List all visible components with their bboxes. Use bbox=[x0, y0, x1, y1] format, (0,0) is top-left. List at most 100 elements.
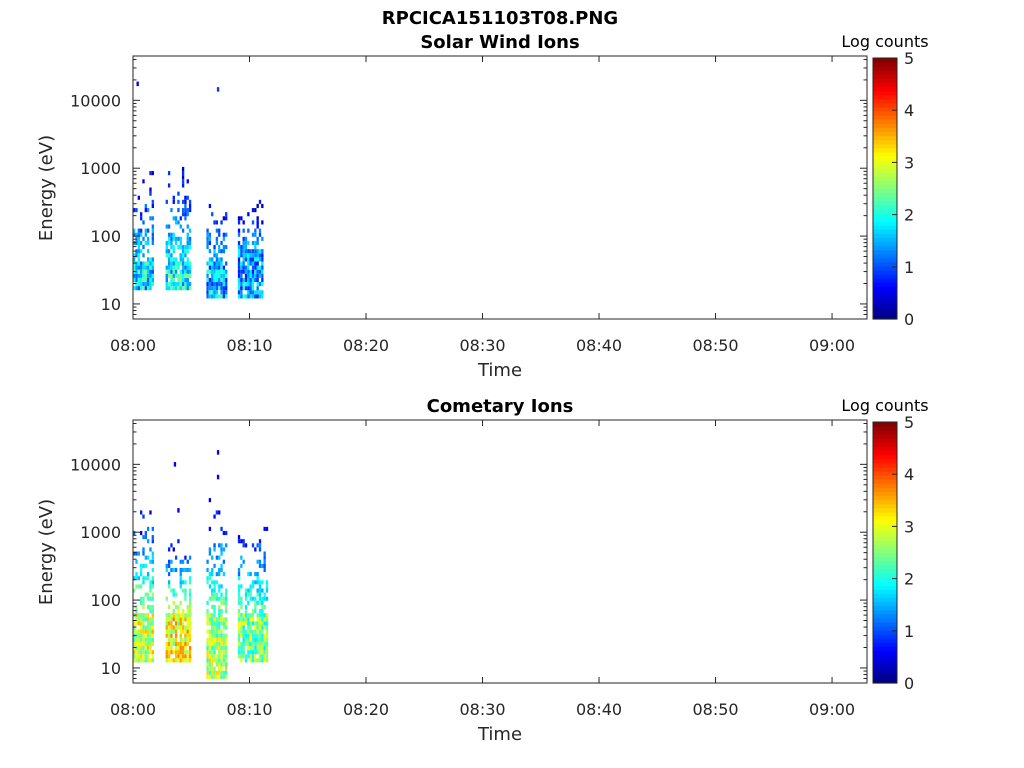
spectrogram-cell bbox=[165, 199, 168, 204]
spectrogram-cell bbox=[146, 646, 150, 651]
spectrogram-cell bbox=[251, 658, 255, 663]
spectrogram-cell bbox=[261, 257, 264, 262]
spectrogram-cell bbox=[151, 584, 154, 589]
spectrogram-cell bbox=[144, 208, 147, 213]
spectrogram-cell bbox=[256, 572, 259, 577]
spectrogram-cell bbox=[213, 286, 216, 291]
spectrogram-cell bbox=[151, 576, 154, 581]
spectrogram-cell bbox=[177, 613, 180, 618]
spectrogram-cell bbox=[251, 646, 255, 651]
spectrogram-cell bbox=[135, 641, 138, 647]
spectrogram-cell bbox=[247, 588, 250, 593]
spectrogram-cell bbox=[184, 245, 187, 250]
spectrogram-cell bbox=[188, 282, 192, 287]
spectrogram-cell bbox=[261, 596, 264, 601]
spectrogram-cell bbox=[247, 625, 250, 630]
spectrogram-cell bbox=[177, 282, 180, 287]
spectrogram-cell bbox=[177, 191, 180, 196]
spectrogram-cell bbox=[215, 658, 219, 663]
spectrogram-cell bbox=[206, 567, 209, 573]
spectrogram-cell bbox=[258, 228, 262, 233]
spectrogram-cell bbox=[249, 613, 252, 618]
spectrogram-cell bbox=[151, 609, 154, 614]
spectrogram-cell bbox=[249, 282, 252, 287]
spectrogram-cell bbox=[184, 261, 187, 266]
spectrogram-cell bbox=[139, 261, 143, 266]
spectrogram-cell bbox=[186, 179, 189, 184]
spectrogram-cell bbox=[222, 654, 226, 659]
spectrogram-cell bbox=[213, 650, 216, 655]
spectrogram-cell bbox=[206, 232, 209, 237]
spectrogram-cell bbox=[181, 580, 185, 585]
spectrogram-cell bbox=[135, 654, 138, 659]
spectrogram-cell bbox=[181, 282, 185, 287]
spectrogram-cell bbox=[149, 637, 152, 642]
spectrogram-cell bbox=[215, 646, 219, 651]
spectrogram-cell bbox=[188, 600, 192, 605]
spectrogram-cell bbox=[174, 261, 178, 266]
spectrogram-cell bbox=[186, 195, 189, 200]
spectrogram-cell bbox=[258, 600, 262, 605]
spectrogram-cell bbox=[261, 646, 264, 651]
spectrogram-cell bbox=[170, 236, 173, 241]
spectrogram-cell bbox=[135, 253, 138, 258]
spectrogram-cell bbox=[208, 670, 212, 675]
spectrogram-cell bbox=[177, 261, 180, 266]
spectrogram-cell bbox=[213, 580, 216, 585]
spectrogram-cell bbox=[167, 641, 171, 647]
spectrogram-cell bbox=[242, 253, 245, 258]
spectrogram-cell bbox=[184, 596, 187, 601]
spectrogram-cell bbox=[139, 273, 143, 278]
spectrogram-cell bbox=[220, 666, 223, 671]
colorbar-step bbox=[873, 572, 897, 578]
spectrogram-cell bbox=[247, 629, 250, 634]
spectrogram-cell bbox=[225, 212, 228, 217]
spectrogram-cell bbox=[151, 199, 154, 204]
spectrogram-cell bbox=[254, 290, 257, 295]
spectrogram-cell bbox=[218, 596, 221, 601]
colorbar-step bbox=[873, 147, 897, 153]
spectrogram-cell bbox=[167, 249, 171, 254]
spectrogram-cell bbox=[137, 654, 140, 659]
spectrogram-cell bbox=[249, 273, 252, 278]
colorbar-label: Log counts bbox=[841, 32, 928, 51]
colorbar-step bbox=[873, 593, 897, 598]
spectrogram-cell bbox=[242, 228, 245, 233]
spectrogram-cell bbox=[181, 588, 185, 593]
x-tick-label: 09:00 bbox=[809, 336, 855, 355]
spectrogram-cell bbox=[137, 286, 140, 291]
spectrogram-cell bbox=[215, 580, 219, 585]
colorbar-step bbox=[873, 658, 897, 664]
spectrogram-cell bbox=[220, 621, 223, 626]
spectrogram-cell bbox=[137, 658, 140, 663]
spectrogram-cell bbox=[244, 543, 248, 548]
spectrogram-cell bbox=[211, 596, 214, 601]
spectrogram-cell bbox=[218, 543, 221, 548]
spectrogram-cell bbox=[247, 282, 250, 287]
spectrogram-cell bbox=[184, 637, 187, 642]
colorbar-step bbox=[873, 188, 897, 194]
spectrogram-cell bbox=[186, 650, 189, 655]
spectrogram-cell bbox=[170, 641, 173, 647]
spectrogram-cell bbox=[244, 604, 248, 610]
spectrogram-cell bbox=[256, 613, 259, 618]
spectrogram-cell bbox=[174, 236, 178, 241]
spectrogram-cell bbox=[146, 265, 150, 270]
spectrogram-cell bbox=[135, 621, 138, 626]
spectrogram-cell bbox=[265, 617, 269, 622]
spectrogram-cell bbox=[167, 265, 171, 270]
spectrogram-cell bbox=[220, 613, 223, 618]
spectrogram-cell bbox=[256, 646, 259, 651]
spectrogram-cell bbox=[247, 228, 250, 233]
spectrogram-cell bbox=[237, 282, 241, 287]
spectrogram-cell bbox=[144, 592, 147, 597]
spectrogram-cell bbox=[184, 588, 187, 593]
spectrogram-cell bbox=[179, 236, 182, 241]
spectrogram-cell bbox=[188, 654, 192, 659]
spectrogram-cell bbox=[172, 658, 175, 663]
spectrogram-cell bbox=[184, 208, 187, 213]
spectrogram-cell bbox=[218, 609, 221, 614]
spectrogram-cell bbox=[251, 596, 255, 601]
spectrogram-cell bbox=[142, 641, 145, 647]
spectrogram-cell bbox=[184, 592, 187, 597]
